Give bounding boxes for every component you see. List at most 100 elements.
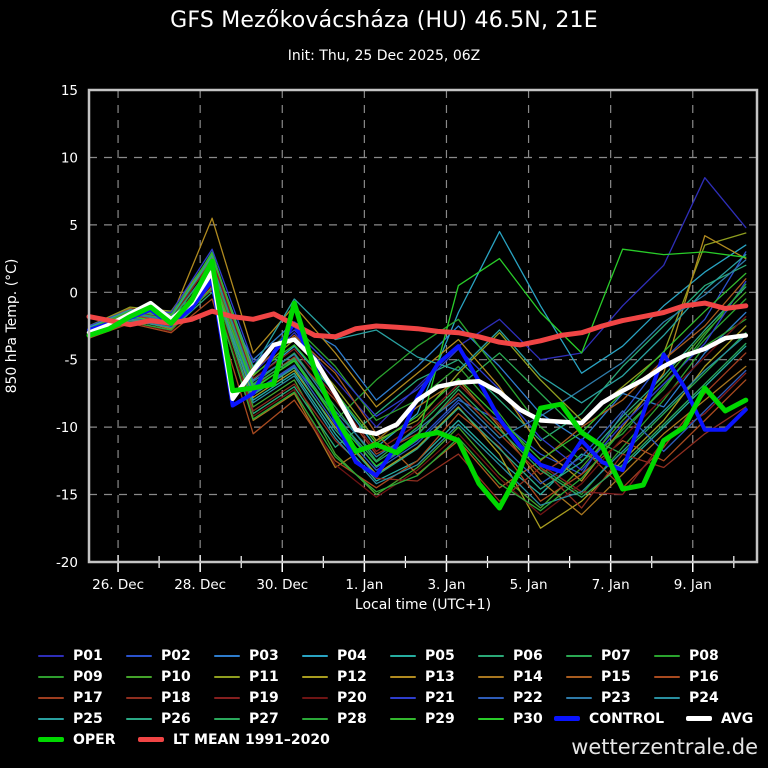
y-tick-label: -10 (56, 420, 78, 436)
legend-row: P09 P10 P11 P12 P13 P14 P15 P16 (34, 666, 758, 687)
legend-row: P01 P02 P03 P04 P05 P06 P07 P08 (34, 645, 758, 666)
legend-item-p07: P07 (566, 645, 631, 666)
page-title: GFS Mezőkovácsháza (HU) 46.5N, 21E (170, 8, 598, 33)
legend-swatch-p08 (654, 654, 680, 657)
y-tick-label: 5 (69, 218, 78, 234)
legend-label-p17: P17 (73, 689, 103, 706)
legend-swatch-p09 (38, 675, 64, 678)
legend-swatch-p05 (390, 654, 416, 657)
legend-swatch-p19 (214, 696, 240, 699)
legend-label-p23: P23 (601, 689, 631, 706)
x-tick-label: 3. Jan (427, 577, 465, 593)
avg-line (86, 269, 749, 437)
legend-row: P25 P26 P27 P28 P29 P30 CONTROL AVG (34, 708, 758, 729)
legend-swatch-p28 (302, 717, 328, 720)
y-tick-label: -15 (56, 488, 78, 504)
member-line-p16 (88, 298, 747, 502)
legend-item-p15: P15 (566, 666, 631, 687)
legend-swatch-p24 (654, 696, 680, 699)
member-line-p11 (88, 232, 747, 442)
legend-item-p01: P01 (38, 645, 103, 666)
legend-item-p17: P17 (38, 687, 103, 708)
legend-label-avg: AVG (721, 710, 754, 727)
legend-item-p14: P14 (478, 666, 543, 687)
legend-item-p22: P22 (478, 687, 543, 708)
legend-item-p23: P23 (566, 687, 631, 708)
legend-label-p16: P16 (689, 668, 719, 685)
legend-label-p10: P10 (161, 668, 191, 685)
legend-item-p30: P30 (478, 708, 543, 729)
member-line-p13 (88, 217, 747, 482)
legend-item-p26: P26 (126, 708, 191, 729)
legend-label-p06: P06 (513, 647, 543, 664)
x-tick-label: 28. Dec (174, 577, 226, 593)
legend-row: OPER LT MEAN 1991–2020 (34, 729, 758, 750)
legend-label-p14: P14 (513, 668, 543, 685)
legend-item-p28: P28 (302, 708, 367, 729)
legend-item-p13: P13 (390, 666, 455, 687)
legend-label-p19: P19 (249, 689, 279, 706)
member-line-p21 (88, 248, 747, 471)
legend-item-p16: P16 (654, 666, 719, 687)
legend-swatch-control (554, 716, 580, 721)
legend-label-p02: P02 (161, 647, 191, 664)
legend-item-avg: AVG (686, 708, 753, 729)
legend-item-oper: OPER (38, 729, 116, 750)
legend-label-p25: P25 (73, 710, 103, 727)
legend-item-p05: P05 (390, 645, 455, 666)
legend-swatch-p26 (126, 717, 152, 720)
legend-swatch-p27 (214, 717, 240, 720)
legend-swatch-p02 (126, 654, 152, 657)
legend-label-p27: P27 (249, 710, 279, 727)
legend-label-p21: P21 (425, 689, 455, 706)
x-tick-label: 7. Jan (592, 577, 630, 593)
legend-label-p20: P20 (337, 689, 367, 706)
legend-label-p29: P29 (425, 710, 455, 727)
legend-swatch-oper (38, 737, 64, 742)
legend-label-p03: P03 (249, 647, 279, 664)
legend-item-p21: P21 (390, 687, 455, 708)
legend-swatch-lt-mean (138, 737, 164, 742)
y-tick-label: 10 (61, 151, 78, 167)
legend-item-p19: P19 (214, 687, 279, 708)
legend-swatch-p20 (302, 696, 328, 699)
y-tick-label: 15 (61, 83, 78, 99)
oper-line (86, 258, 749, 511)
legend-swatch-p10 (126, 675, 152, 678)
legend-swatch-p07 (566, 654, 592, 657)
legend-swatch-p21 (390, 696, 416, 699)
x-tick-label: 5. Jan (510, 577, 548, 593)
legend-row: P17 P18 P19 P20 P21 P22 P23 P24 (34, 687, 758, 708)
legend-item-p24: P24 (654, 687, 719, 708)
member-line-p19 (88, 259, 747, 496)
legend-item-p09: P09 (38, 666, 103, 687)
legend-label-p07: P07 (601, 647, 631, 664)
legend-item-p12: P12 (302, 666, 367, 687)
legend-label-p24: P24 (689, 689, 719, 706)
legend-label-p18: P18 (161, 689, 191, 706)
member-line-p25 (88, 253, 747, 404)
legend-label-p11: P11 (249, 668, 279, 685)
legend-label-p30: P30 (513, 710, 543, 727)
member-line-p29 (88, 252, 747, 461)
legend-item-lt-mean: LT MEAN 1991–2020 (138, 729, 330, 750)
legend-swatch-p01 (38, 654, 64, 657)
plot-frame (87, 88, 759, 564)
control-line (87, 278, 748, 478)
legend-swatch-p17 (38, 696, 64, 699)
legend-label-p22: P22 (513, 689, 543, 706)
x-tick-label: 9. Jan (674, 577, 712, 593)
x-tick-label: 26. Dec (92, 577, 144, 593)
lt_mean-line (86, 300, 749, 348)
legend-item-control: CONTROL (554, 708, 664, 729)
legend-swatch-p14 (478, 675, 504, 678)
legend-item-p04: P04 (302, 645, 367, 666)
x-axis-label: Local time (UTC+1) (354, 597, 492, 613)
legend-swatch-p04 (302, 654, 328, 657)
x-tick-label: 30. Dec (256, 577, 308, 593)
legend-swatch-p06 (478, 654, 504, 657)
legend-label-p04: P04 (337, 647, 367, 664)
legend-item-p25: P25 (38, 708, 103, 729)
